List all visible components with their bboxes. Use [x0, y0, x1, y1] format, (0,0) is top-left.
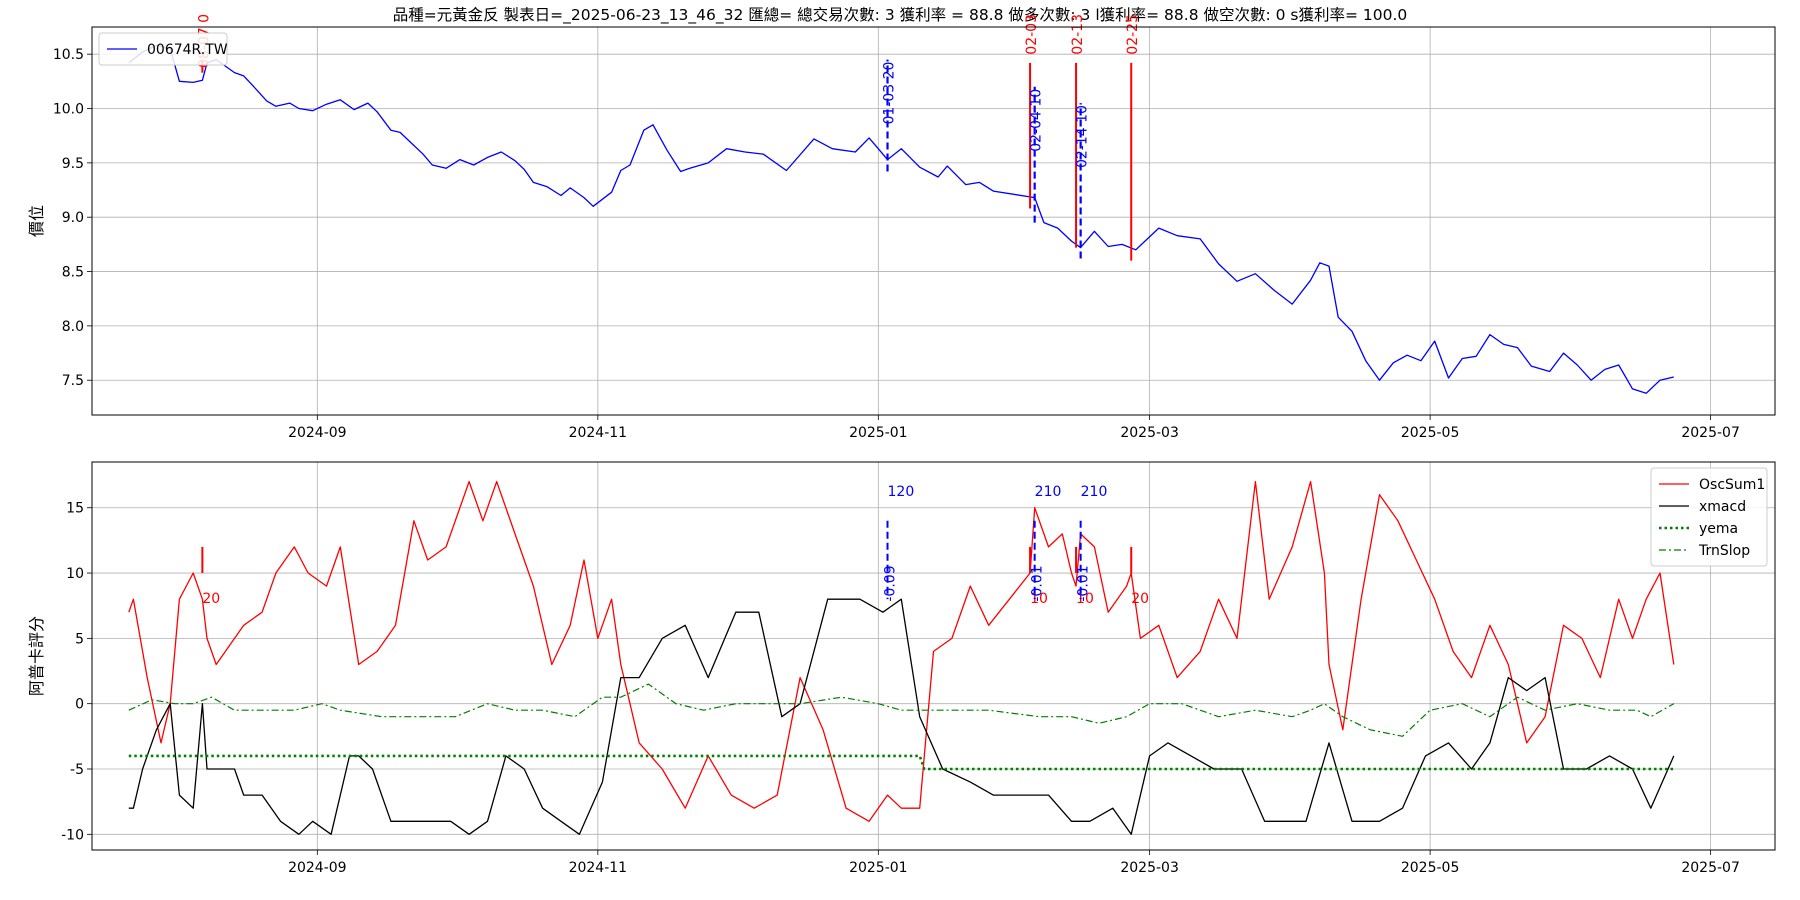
legend-label: xmacd: [1699, 499, 1746, 515]
x-tick-label: 2025-03: [1120, 860, 1179, 876]
price-panel: 7.5 8.0 8.5 9.0 9.5 10.0 10.5 2024-09 2024-11 202…: [27, 14, 1776, 441]
signal-label: 02-25: [1125, 14, 1141, 55]
y-tick-label: 0: [75, 697, 84, 713]
y-tick-label: -5: [70, 762, 84, 778]
y-tick-label: 10.0: [53, 102, 84, 118]
x-tick-label: 2024-09: [288, 860, 347, 876]
legend-label: yema: [1699, 521, 1738, 537]
x-tick-label: 2025-07: [1681, 860, 1740, 876]
x-tick-label: 2025-05: [1401, 425, 1460, 441]
axes-frame: [91, 26, 1776, 416]
series-line-00674r-tw: [128, 44, 1674, 394]
score-top-label: 210: [1035, 484, 1062, 500]
plot-area: [128, 44, 1674, 394]
score-side-label: -0.09: [883, 565, 899, 601]
score-tick-label: 10: [1030, 591, 1048, 607]
y-tick-label: -10: [61, 827, 84, 843]
legend-label: OscSum1: [1699, 477, 1765, 493]
y-axis-label: 阿普卡評分: [27, 616, 46, 696]
signal-label: 02-03: [1024, 14, 1040, 55]
figure-title: 品種=元黃金反 製表日=_2025-06-23_13_46_32 匯總= 總交易…: [393, 6, 1408, 25]
score-top-label: 210: [1081, 484, 1108, 500]
axes-frame: [91, 461, 1776, 851]
score-side-label: -0.01: [1030, 565, 1046, 601]
legend: 00674R.TW: [98, 32, 228, 66]
series-line-xmacd: [128, 598, 1675, 835]
series-line-trnslop: [128, 683, 1675, 737]
x-tick-label: 2025-07: [1681, 425, 1740, 441]
score-tick-label: 10: [1076, 591, 1094, 607]
legend-box: [1650, 467, 1768, 567]
score-tick-label: 20: [202, 591, 220, 607]
series-line-yema: [128, 754, 1674, 771]
x-tick-label: 2025-01: [849, 860, 908, 876]
y-tick-label: 7.5: [62, 373, 84, 389]
y-tick-label: 8.0: [62, 319, 84, 335]
plot-area: [128, 480, 1675, 835]
legend: OscSum1 xmacd yema TrnSlop: [1650, 467, 1768, 567]
x-tick-label: 2024-09: [288, 425, 347, 441]
score-tick-label: 20: [1131, 591, 1149, 607]
legend-label: 00674R.TW: [147, 42, 228, 58]
y-tick-label: 15: [66, 501, 84, 517]
x-tick-label: 2025-03: [1120, 425, 1179, 441]
legend-label: TrnSlop: [1698, 543, 1750, 559]
score-top-label: 120: [888, 484, 915, 500]
series-line-oscsum1: [128, 480, 1675, 822]
score-side-label: -0.01: [1076, 565, 1092, 601]
y-tick-label: 9.0: [62, 210, 84, 226]
score-panel: -10 -5 0 5 10 15 2024-09 2024-11 2025-01 2025-03 2…: [27, 461, 1776, 876]
x-tick-label: 2025-05: [1401, 860, 1460, 876]
legend-box: [98, 32, 228, 66]
y-tick-label: 9.5: [62, 156, 84, 172]
signal-label: 02-04 10: [1029, 89, 1045, 152]
y-tick-label: 8.5: [62, 265, 84, 281]
y-tick-label: 10.5: [53, 47, 84, 63]
signal-label: 02-14 10: [1075, 105, 1091, 168]
x-tick-label: 2024-11: [569, 425, 628, 441]
signal-label: 02-13: [1070, 14, 1086, 55]
y-tick-label: 10: [66, 566, 84, 582]
y-tick-label: 5: [75, 631, 84, 647]
y-axis-label: 價位: [27, 205, 46, 237]
signal-label: 01-03 20: [882, 62, 898, 125]
x-tick-label: 2025-01: [849, 425, 908, 441]
x-tick-label: 2024-11: [569, 860, 628, 876]
